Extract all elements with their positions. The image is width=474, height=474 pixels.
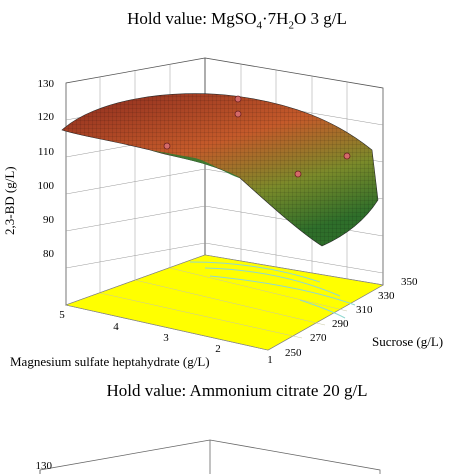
design-points: [163, 95, 351, 178]
x-tick: 290: [332, 318, 349, 330]
z-tick: 100: [38, 180, 55, 192]
z-tick: 110: [38, 146, 55, 158]
y-tick: 5: [59, 309, 65, 321]
design-point: [234, 95, 242, 103]
x-axis-label: Sucrose (g/L): [372, 334, 443, 349]
x-tick: 310: [356, 304, 373, 316]
response-surface: [61, 93, 379, 247]
x-axis: 250 270 290 310 330 350: [285, 276, 418, 359]
z-tick: 90: [43, 214, 55, 226]
z-tick: 130: [38, 78, 55, 90]
design-point: [294, 170, 302, 178]
design-point: [163, 142, 171, 150]
design-point: [343, 152, 351, 160]
y-tick: 2: [215, 343, 221, 355]
z-tick: 80: [43, 248, 55, 260]
y-tick: 1: [267, 354, 273, 366]
x-tick: 350: [401, 276, 418, 288]
y-tick: 4: [113, 321, 119, 333]
chart-1-title: Hold value: MgSO4·7H2O 3 g/L: [127, 9, 347, 32]
x-tick: 330: [378, 290, 395, 302]
z-axis: 130 120 110 100 90 80: [38, 78, 55, 260]
z-tick: 120: [38, 111, 55, 123]
y-axis-label: Magnesium sulfate heptahydrate (g/L): [10, 354, 210, 369]
z-axis-label: 2,3-BD (g/L): [2, 166, 17, 235]
y-axis: 5 4 3 2 1: [59, 309, 273, 366]
chart-2-z-tick: 130: [36, 460, 53, 472]
x-tick: 270: [310, 332, 327, 344]
floor-contours: [189, 261, 356, 319]
x-tick: 250: [285, 347, 302, 359]
chart-2-box: [39, 439, 381, 474]
y-tick: 3: [163, 332, 169, 344]
contour-floor: [64, 254, 384, 351]
chart-2-title: Hold value: Ammonium citrate 20 g/L: [106, 381, 368, 400]
floor-grid: [99, 267, 348, 339]
design-point: [234, 110, 242, 118]
